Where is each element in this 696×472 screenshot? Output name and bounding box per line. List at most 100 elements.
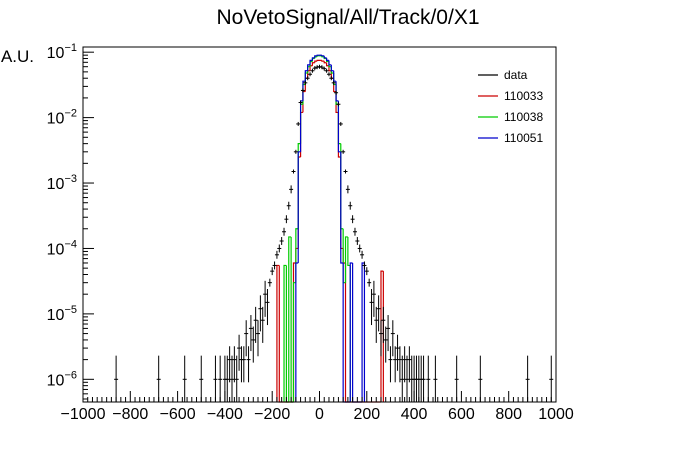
y-tick-label: 10−6	[47, 369, 77, 389]
data-point	[114, 355, 119, 402]
data-point	[274, 250, 279, 259]
x-tick-label: −400	[207, 406, 243, 423]
data-point	[336, 102, 341, 107]
histogram-bin	[302, 80, 306, 101]
data-point	[376, 295, 381, 332]
histogram-bin	[344, 236, 348, 283]
data-point	[229, 355, 234, 402]
series-data	[114, 64, 554, 402]
data-point	[284, 215, 289, 224]
data-point	[244, 320, 249, 357]
data-point	[289, 185, 294, 194]
histogram-bin	[292, 282, 296, 402]
histogram-bin	[309, 59, 313, 65]
y-tick-label: 10−5	[47, 304, 77, 324]
data-point	[367, 278, 372, 287]
legend-entry-data: data	[478, 68, 528, 82]
data-point	[291, 169, 296, 174]
x-tick-label: −600	[160, 406, 196, 423]
data-point	[300, 88, 305, 93]
data-point	[381, 306, 386, 343]
legend: data 110033 110038 110051	[478, 68, 543, 145]
data-point	[338, 121, 343, 126]
legend-entry-110033: 110033	[478, 89, 543, 103]
data-point	[331, 80, 336, 85]
data-point	[355, 237, 360, 245]
data-point	[227, 346, 232, 383]
data-point	[263, 280, 268, 317]
legend-label: 110038	[504, 110, 543, 124]
data-point	[402, 346, 407, 383]
data-point	[303, 80, 308, 85]
data-point	[279, 237, 284, 245]
histogram-bin	[316, 54, 320, 56]
histogram-bin	[323, 61, 327, 64]
data-point	[378, 320, 383, 357]
histogram-bin	[328, 65, 332, 72]
histogram-bin	[304, 70, 308, 82]
histogram-bin	[340, 151, 344, 264]
data-point	[293, 149, 298, 154]
legend-label: 110033	[504, 89, 543, 103]
data-point	[319, 65, 324, 70]
data-point	[256, 320, 261, 357]
data-point	[364, 267, 369, 276]
histogram-bin	[314, 55, 318, 58]
data-point	[350, 215, 355, 224]
data-point	[258, 295, 263, 332]
data-point	[156, 355, 161, 402]
histogram-bin	[321, 55, 325, 57]
data-point	[426, 355, 431, 402]
data-point	[478, 355, 483, 402]
data-point	[246, 346, 251, 383]
x-tick-label: −200	[254, 406, 290, 423]
series-layer	[114, 54, 554, 403]
data-point	[270, 267, 275, 276]
data-point	[260, 306, 265, 343]
data-point	[267, 278, 272, 287]
y-axis-label: A.U.	[1, 47, 34, 66]
data-point	[265, 289, 270, 326]
data-point	[253, 306, 258, 343]
histogram-bin	[316, 59, 320, 62]
data-point	[345, 185, 350, 194]
histogram-bin	[314, 60, 318, 63]
data-point	[305, 76, 310, 81]
data-point	[286, 201, 291, 210]
histogram-bin	[323, 55, 327, 59]
series-110051	[295, 54, 366, 403]
data-point	[383, 326, 388, 363]
x-tick-label: 200	[353, 406, 380, 423]
data-point	[374, 306, 379, 343]
data-point	[395, 334, 400, 371]
data-point	[234, 355, 239, 402]
chart-title: NoVetoSignal/All/Track/0/X1	[216, 6, 479, 29]
data-point	[308, 72, 313, 77]
legend-entry-110051: 110051	[478, 131, 543, 145]
y-tick-label: 10−4	[47, 238, 77, 258]
histogram-bin	[288, 236, 292, 402]
data-point	[277, 244, 282, 253]
data-point	[329, 76, 334, 81]
x-tick-label: 800	[495, 406, 522, 423]
x-tick-label: 600	[448, 406, 475, 423]
y-tick-label: 10−3	[47, 173, 77, 193]
data-point	[237, 334, 242, 371]
histogram-bin	[328, 60, 332, 66]
histogram-bin	[311, 57, 315, 61]
data-point	[341, 149, 346, 154]
histogram-bin	[337, 100, 341, 153]
x-tick-label: 0	[315, 406, 324, 423]
histogram-bin	[380, 270, 384, 402]
histogram-bin	[335, 81, 339, 102]
data-point	[360, 250, 365, 259]
data-point	[400, 355, 405, 402]
data-point	[326, 72, 331, 77]
data-point	[248, 315, 253, 352]
data-point	[310, 68, 315, 73]
histogram-bin	[330, 64, 334, 72]
histogram-bin	[295, 262, 299, 402]
histogram-bin	[325, 62, 329, 67]
data-point	[225, 355, 230, 402]
